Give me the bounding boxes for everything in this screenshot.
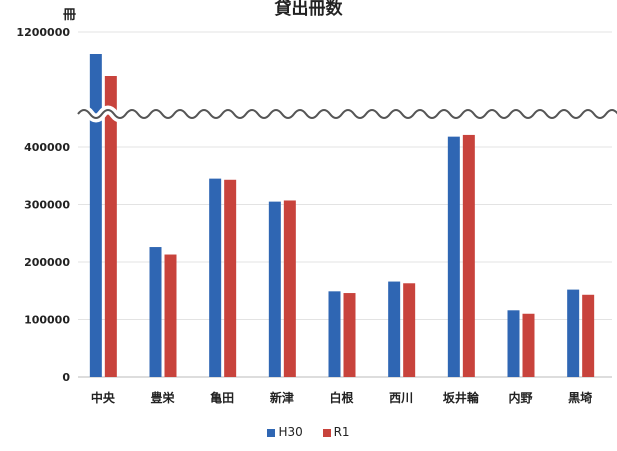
bar-H30-2 <box>209 178 222 377</box>
y-tick-label: 0 <box>62 371 70 384</box>
bar-R1-2 <box>224 179 237 377</box>
y-tick-label: 1200000 <box>16 26 70 39</box>
y-tick-label: 200000 <box>24 256 70 269</box>
y-tick-label: 100000 <box>24 314 70 327</box>
bar-R1-3 <box>283 200 296 377</box>
bar-H30-8 <box>567 289 580 377</box>
x-tick-label: 西川 <box>389 391 413 405</box>
legend-swatch-h30 <box>267 428 276 437</box>
x-tick-label: 豊栄 <box>150 390 175 405</box>
x-tick-label: 中央 <box>91 390 116 405</box>
legend-swatch-r1 <box>322 428 331 437</box>
axis-break-wave <box>77 109 617 119</box>
bar-R1-6 <box>462 134 475 377</box>
bar-H30-7 <box>507 310 520 377</box>
bar-H30-0 <box>89 54 102 377</box>
bar-R1-7 <box>522 313 535 377</box>
legend: H30 R1 <box>0 425 617 439</box>
bar-R1-4 <box>343 293 356 377</box>
y-tick-label: 300000 <box>24 199 70 212</box>
x-tick-label: 白根 <box>329 390 353 405</box>
legend-label-r1: R1 <box>333 425 350 439</box>
x-tick-label: 新津 <box>270 390 294 405</box>
bar-R1-5 <box>403 283 416 377</box>
y-unit-label: 冊 <box>63 8 77 23</box>
bar-R1-1 <box>164 254 177 377</box>
bar-H30-1 <box>149 247 162 377</box>
bar-H30-5 <box>388 281 401 377</box>
bar-R1-8 <box>582 294 595 377</box>
legend-item-r1: R1 <box>322 425 350 439</box>
bar-H30-4 <box>328 291 341 377</box>
x-tick-label: 内野 <box>508 390 532 405</box>
legend-item-h30: H30 <box>267 425 303 439</box>
legend-label-h30: H30 <box>278 425 303 439</box>
bar-H30-3 <box>268 201 281 377</box>
y-tick-label: 400000 <box>24 141 70 154</box>
bar-H30-6 <box>447 136 460 377</box>
bar-R1-0 <box>104 76 117 377</box>
x-tick-label: 黒埼 <box>568 390 592 405</box>
x-tick-label: 亀田 <box>210 390 234 405</box>
chart-title: 貸出冊数 <box>274 0 343 19</box>
x-tick-label: 坂井輪 <box>443 390 480 405</box>
